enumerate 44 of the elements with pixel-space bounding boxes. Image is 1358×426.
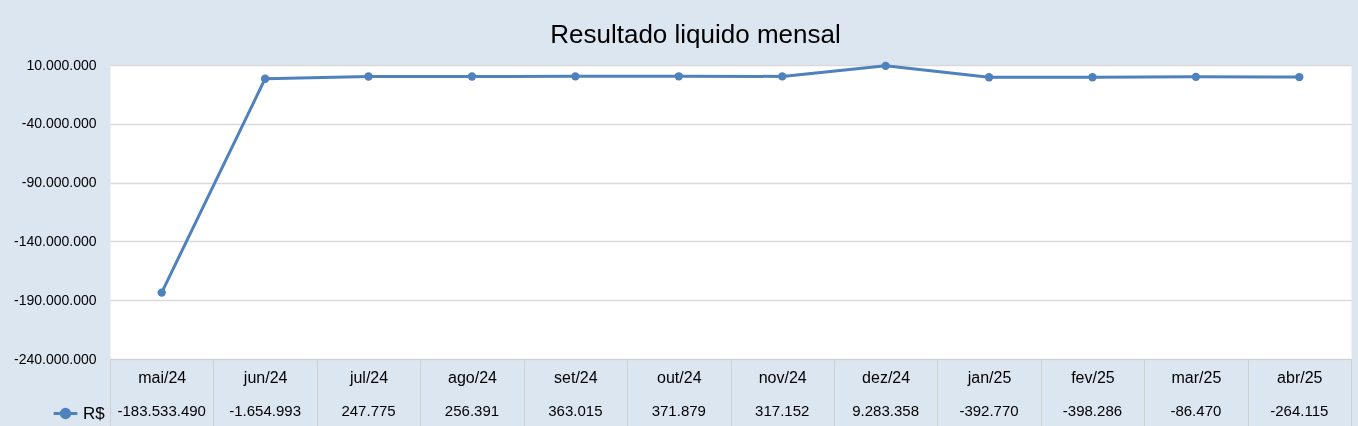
y-tick-label: -90.000.000 — [21, 174, 97, 191]
data-label: -183.533.490 — [117, 402, 206, 419]
x-tick-label: jan/25 — [966, 368, 1012, 386]
x-tick-label: ago/24 — [447, 368, 498, 386]
legend-label: R$ — [83, 403, 106, 423]
point — [1088, 73, 1097, 82]
x-tick-label: jul/24 — [348, 368, 389, 386]
point — [157, 288, 166, 297]
point — [467, 72, 477, 81]
x-tick-label: set/24 — [554, 368, 598, 386]
point — [674, 72, 683, 81]
data-label: 9.283.358 — [852, 402, 919, 419]
x-tick-label: jun/24 — [242, 368, 288, 386]
point — [881, 61, 890, 71]
point — [571, 72, 580, 81]
x-tick-label: out/24 — [657, 368, 702, 386]
data-label: 371.879 — [651, 402, 706, 419]
x-tick-label: fev/25 — [1071, 368, 1115, 386]
data-label: -264.115 — [1270, 402, 1329, 419]
data-label: 256.391 — [444, 402, 500, 419]
x-tick-label: nov/24 — [758, 368, 807, 386]
y-tick-label: -240.000.000 — [13, 350, 97, 367]
y-tick-label: -40.000.000 — [21, 115, 97, 132]
y-tick-label: 10.000.000 — [26, 56, 97, 73]
point — [260, 74, 270, 83]
point — [778, 72, 787, 81]
y-tick-label: -190.000.000 — [13, 291, 97, 308]
data-label: -392.770 — [959, 402, 1019, 419]
data-label: 363.015 — [548, 402, 603, 419]
data-label: 247.775 — [341, 402, 396, 419]
chart-title: Resultado liquido mensal — [550, 19, 841, 49]
point — [984, 73, 994, 82]
point — [1191, 72, 1201, 82]
y-tick-label: -140.000.000 — [13, 232, 97, 249]
data-label: -398.286 — [1062, 402, 1123, 419]
x-tick-label: abr/25 — [1277, 368, 1323, 386]
x-tick-label: dez/24 — [862, 368, 911, 386]
data-label: -1.654.993 — [229, 402, 301, 419]
data-label: 317.152 — [755, 402, 810, 419]
data-label: -86.470 — [1170, 402, 1222, 419]
point — [1295, 72, 1304, 82]
x-tick-label: mai/24 — [138, 368, 187, 386]
x-tick-label: mar/25 — [1171, 368, 1222, 386]
point — [364, 72, 373, 81]
